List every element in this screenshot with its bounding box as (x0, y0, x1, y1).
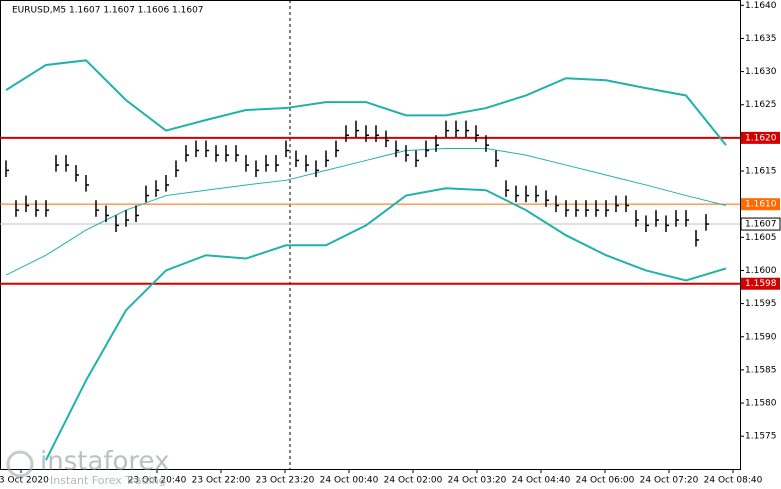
y-tick-label: 1.1640 (745, 1, 777, 11)
current-price-tag (740, 217, 781, 231)
x-tick-label: 23 Oct 2020 (0, 476, 49, 486)
chart-title: EURUSD,M5 1.1607 1.1607 1.1606 1.1607 (12, 6, 204, 16)
bollinger-band (5, 147, 727, 276)
y-tick-label: 1.1595 (745, 299, 777, 309)
y-tick-label: 1.1625 (745, 100, 777, 110)
x-tick-label: 24 Oct 03:20 (448, 476, 507, 486)
y-tick-label: 1.1615 (745, 167, 777, 177)
x-tick-label: 23 Oct 20:40 (128, 476, 187, 486)
y-tick-label: 1.1635 (745, 34, 777, 44)
y-tick-label: 1.1600 (745, 266, 777, 276)
bollinger-band (5, 59, 727, 146)
level-label: 1.1598 (745, 279, 777, 289)
y-tick-label: 1.1630 (745, 67, 777, 77)
x-tick-label: 24 Oct 06:00 (576, 476, 635, 486)
brand-name: instaforex (40, 447, 169, 477)
x-tick-label: 24 Oct 04:40 (512, 476, 571, 486)
y-tick-label: 1.1605 (745, 233, 777, 243)
logo: instaforex Instant Forex Trading (6, 447, 169, 487)
y-tick-label: 1.1575 (745, 432, 777, 442)
y-tick-label: 1.1585 (745, 365, 777, 375)
y-tick-label: 1.1580 (745, 399, 777, 409)
x-tick-label: 24 Oct 07:20 (640, 476, 699, 486)
brand-tagline: Instant Forex Trading (50, 474, 166, 487)
current-price-label: 1.1607 (745, 220, 777, 230)
x-tick-label: 23 Oct 22:00 (192, 476, 251, 486)
x-tick-label: 24 Oct 02:00 (384, 476, 443, 486)
level-tag (741, 198, 780, 211)
x-tick-label: 24 Oct 00:40 (320, 476, 379, 486)
y-tick-label: 1.1590 (745, 332, 777, 342)
x-tick-label: 24 Oct 08:40 (704, 476, 763, 486)
level-tag (741, 131, 780, 144)
plot-frame (0, 0, 741, 470)
logo-icon (6, 450, 34, 478)
level-label: 1.1610 (745, 200, 777, 210)
level-tag (741, 277, 780, 290)
x-tick-label: 23 Oct 23:20 (256, 476, 315, 486)
bollinger-band (45, 187, 727, 461)
level-label: 1.1620 (745, 133, 777, 143)
